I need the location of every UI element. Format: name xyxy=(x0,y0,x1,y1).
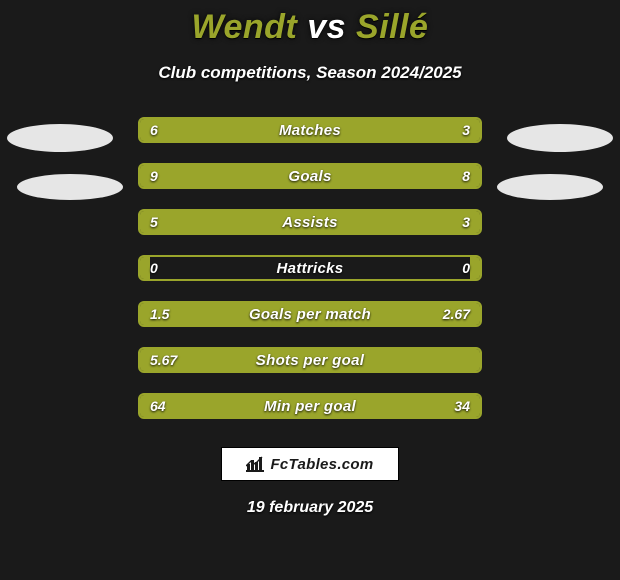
title-player2: Sillé xyxy=(356,8,428,46)
stat-bar-right xyxy=(262,303,480,325)
branding-text: FcTables.com xyxy=(270,456,373,473)
stat-bar-right xyxy=(362,395,480,417)
stat-bar-right xyxy=(470,257,480,279)
club-logo-left-1 xyxy=(7,124,113,152)
date-text: 19 february 2025 xyxy=(0,499,620,517)
club-logo-left-2 xyxy=(17,174,123,200)
stat-bar-left xyxy=(140,119,367,141)
stat-bar-left xyxy=(140,257,150,279)
comparison-card: Wendt vs Sillé Club competitions, Season… xyxy=(0,0,620,580)
stat-row: 5.67Shots per goal xyxy=(138,347,482,373)
stat-bar-left xyxy=(140,395,362,417)
stat-row: 00Hattricks xyxy=(138,255,482,281)
stat-bar-left xyxy=(140,211,353,233)
stats-container: 63Matches 98Goals 53Assists 00Hattricks 1.52… xyxy=(0,117,620,419)
stat-bar-right xyxy=(353,211,481,233)
title-player1: Wendt xyxy=(192,8,298,46)
stat-row: 6434Min per goal xyxy=(138,393,482,419)
stat-bar-left xyxy=(140,165,320,187)
stat-row: 63Matches xyxy=(138,117,482,143)
stat-bar-right xyxy=(367,119,480,141)
club-logo-right-2 xyxy=(497,174,603,200)
stat-row: 53Assists xyxy=(138,209,482,235)
title-vs: vs xyxy=(307,8,346,46)
branding-badge: FcTables.com xyxy=(221,447,399,481)
page-title: Wendt vs Sillé xyxy=(0,8,620,47)
subtitle: Club competitions, Season 2024/2025 xyxy=(0,63,620,83)
chart-icon xyxy=(246,456,264,472)
club-logo-right-1 xyxy=(507,124,613,152)
stat-row: 1.52.67Goals per match xyxy=(138,301,482,327)
stat-row: 98Goals xyxy=(138,163,482,189)
stat-bar-left xyxy=(140,303,262,325)
stat-value-left: 0 xyxy=(150,257,158,279)
stat-bar-left xyxy=(140,349,480,371)
stat-label: Hattricks xyxy=(140,257,480,279)
stat-bar-right xyxy=(320,165,480,187)
